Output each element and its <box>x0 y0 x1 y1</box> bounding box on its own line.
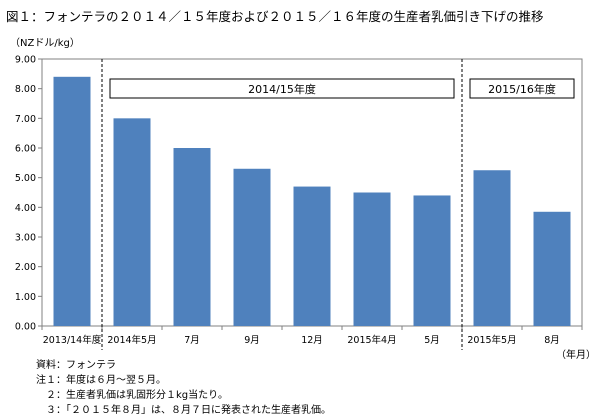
y-tick-label: 5.00 <box>15 173 36 184</box>
y-tick-label: 7.00 <box>15 114 36 125</box>
bar <box>473 170 511 326</box>
bar <box>353 192 391 326</box>
period-label-box <box>469 78 575 99</box>
notes: 資料：フォンテラ 注１：年度は６月～翌５月。 ２：生産者乳価は乳固形分１kg当た… <box>36 358 331 418</box>
bar <box>53 76 91 326</box>
note-3: ３：「２０１５年８月」は、８月７日に発表された生産者乳価。 <box>46 405 331 416</box>
y-tick-label: 6.00 <box>15 144 36 155</box>
x-tick-label: 9月 <box>244 335 260 346</box>
plot-area: 0.00 1.00 2.00 3.00 4.00 5.00 6.00 7.00 8.00 9.00… <box>15 55 583 350</box>
x-tick-label: 2013/14年度 <box>43 334 102 346</box>
period-label: 2015/16年度 <box>488 82 556 96</box>
bar <box>173 148 211 326</box>
x-tick-label: 12月 <box>301 335 323 346</box>
x-tick-label: 7月 <box>184 335 200 346</box>
x-tick-label: 2014年5月 <box>107 334 156 346</box>
bar <box>113 118 151 326</box>
period-label: 2014/15年度 <box>248 82 316 96</box>
x-tick-label: 8月 <box>544 335 560 346</box>
note-2: ２：生産者乳価は乳固形分１kg当たり。 <box>46 390 228 401</box>
bar <box>413 195 451 326</box>
y-tick-label: 1.00 <box>15 292 36 303</box>
y-tick-label: 3.00 <box>15 233 36 244</box>
y-tick-label: 9.00 <box>15 55 36 66</box>
x-tick-label: 2015年4月 <box>347 334 396 346</box>
period-label-box <box>109 78 455 99</box>
bar <box>533 211 571 326</box>
y-tick-label: 0.00 <box>15 322 36 333</box>
y-tick-label: 8.00 <box>15 84 36 95</box>
y-tick-label: 2.00 <box>15 262 36 273</box>
x-tick-label: 2015年5月 <box>467 334 516 346</box>
y-axis-label: （NZドル/kg） <box>10 37 80 49</box>
bar <box>233 168 271 326</box>
note-1: 注１：年度は６月～翌５月。 <box>36 375 166 386</box>
note-source: 資料：フォンテラ <box>36 360 116 371</box>
chart-title: 図１：フォンテラの２０１４／１５年度および２０１５／１６年度の生産者乳価引き下げ… <box>6 9 544 24</box>
bar <box>293 186 331 326</box>
x-axis-label: （年月） <box>556 348 596 361</box>
x-tick-label: 5月 <box>424 335 440 346</box>
y-tick-label: 4.00 <box>15 203 36 214</box>
